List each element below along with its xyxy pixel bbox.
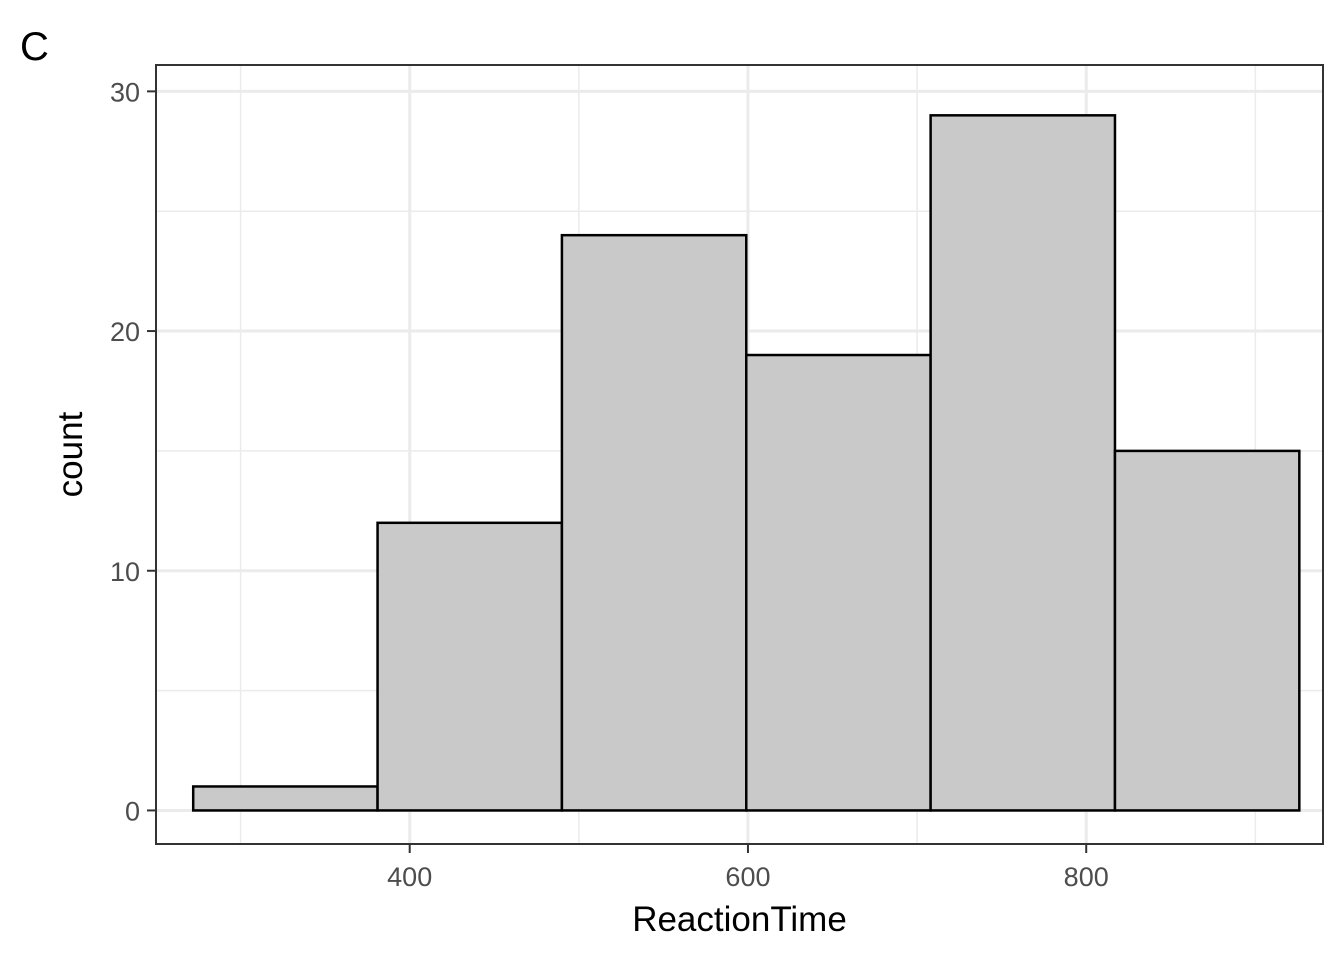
x-tick-label: 600 (725, 862, 770, 892)
histogram-bar (1113, 449, 1301, 812)
histogram-bars (191, 114, 1301, 812)
histogram-bar (191, 785, 379, 812)
x-tick-label: 400 (387, 862, 432, 892)
histogram-bar (745, 353, 932, 812)
plot-panel-border (155, 64, 1324, 845)
y-tick-label: 30 (110, 77, 140, 107)
panel-label: C (20, 25, 49, 69)
y-axis-title: count (51, 411, 90, 497)
histogram-bar (560, 233, 748, 812)
histogram-bar (929, 114, 1117, 812)
histogram-bar (376, 521, 564, 812)
y-tick-label: 10 (110, 557, 140, 587)
y-tick-label: 0 (125, 796, 140, 826)
x-axis-title: ReactionTime (632, 900, 847, 939)
y-tick-label: 20 (110, 317, 140, 347)
axis-ticks: 0 10 20 30 400 600 800 (110, 77, 1109, 892)
x-tick-label: 800 (1064, 862, 1109, 892)
